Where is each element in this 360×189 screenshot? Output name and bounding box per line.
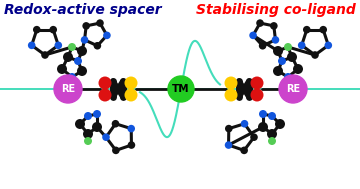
Circle shape bbox=[49, 26, 57, 33]
Circle shape bbox=[75, 119, 85, 129]
Circle shape bbox=[99, 88, 112, 101]
Circle shape bbox=[270, 22, 278, 30]
Circle shape bbox=[303, 26, 311, 33]
Circle shape bbox=[319, 26, 327, 33]
Circle shape bbox=[275, 119, 285, 129]
Circle shape bbox=[68, 73, 76, 81]
Circle shape bbox=[298, 42, 306, 49]
Text: Redox-active spacer: Redox-active spacer bbox=[4, 3, 162, 17]
Circle shape bbox=[99, 77, 112, 90]
Circle shape bbox=[68, 43, 76, 51]
Circle shape bbox=[225, 125, 233, 132]
Circle shape bbox=[225, 88, 238, 101]
Circle shape bbox=[82, 22, 90, 30]
Circle shape bbox=[259, 110, 267, 118]
Circle shape bbox=[84, 137, 92, 145]
Circle shape bbox=[278, 57, 286, 65]
Circle shape bbox=[125, 77, 138, 90]
Circle shape bbox=[273, 46, 283, 56]
Circle shape bbox=[128, 141, 135, 149]
Circle shape bbox=[77, 66, 87, 76]
Circle shape bbox=[241, 120, 248, 128]
Circle shape bbox=[249, 32, 257, 39]
Circle shape bbox=[84, 112, 92, 120]
Circle shape bbox=[168, 76, 194, 102]
Circle shape bbox=[240, 147, 248, 154]
Circle shape bbox=[250, 133, 258, 141]
Text: RE: RE bbox=[61, 84, 75, 94]
Circle shape bbox=[81, 36, 88, 44]
Circle shape bbox=[225, 77, 238, 90]
Circle shape bbox=[251, 77, 264, 90]
Circle shape bbox=[287, 52, 297, 62]
Circle shape bbox=[93, 110, 101, 118]
Circle shape bbox=[272, 36, 279, 44]
Circle shape bbox=[41, 51, 49, 59]
Circle shape bbox=[268, 112, 276, 120]
Circle shape bbox=[28, 42, 36, 49]
Circle shape bbox=[258, 122, 268, 132]
Text: RE: RE bbox=[286, 84, 300, 94]
Circle shape bbox=[63, 52, 73, 62]
Circle shape bbox=[251, 88, 264, 101]
Circle shape bbox=[267, 129, 277, 139]
Circle shape bbox=[83, 129, 93, 139]
Circle shape bbox=[102, 133, 110, 141]
Circle shape bbox=[284, 73, 292, 81]
Circle shape bbox=[94, 42, 101, 50]
Text: TM: TM bbox=[172, 84, 190, 94]
Circle shape bbox=[112, 147, 120, 154]
Circle shape bbox=[293, 64, 303, 74]
Circle shape bbox=[279, 75, 307, 103]
Circle shape bbox=[125, 88, 138, 101]
Circle shape bbox=[77, 46, 87, 56]
Circle shape bbox=[259, 42, 266, 50]
Circle shape bbox=[284, 43, 292, 51]
Circle shape bbox=[256, 19, 264, 27]
Circle shape bbox=[112, 120, 119, 128]
Circle shape bbox=[324, 42, 332, 49]
Circle shape bbox=[273, 66, 283, 76]
Circle shape bbox=[96, 19, 104, 27]
Circle shape bbox=[127, 125, 135, 132]
Circle shape bbox=[33, 26, 41, 33]
Circle shape bbox=[92, 122, 102, 132]
Circle shape bbox=[268, 137, 276, 145]
Circle shape bbox=[54, 75, 82, 103]
Circle shape bbox=[57, 64, 67, 74]
Text: Stabilising co-ligand: Stabilising co-ligand bbox=[196, 3, 356, 17]
Circle shape bbox=[311, 51, 319, 59]
Circle shape bbox=[54, 42, 62, 49]
Circle shape bbox=[74, 57, 82, 65]
Circle shape bbox=[225, 141, 232, 149]
Circle shape bbox=[103, 32, 111, 39]
